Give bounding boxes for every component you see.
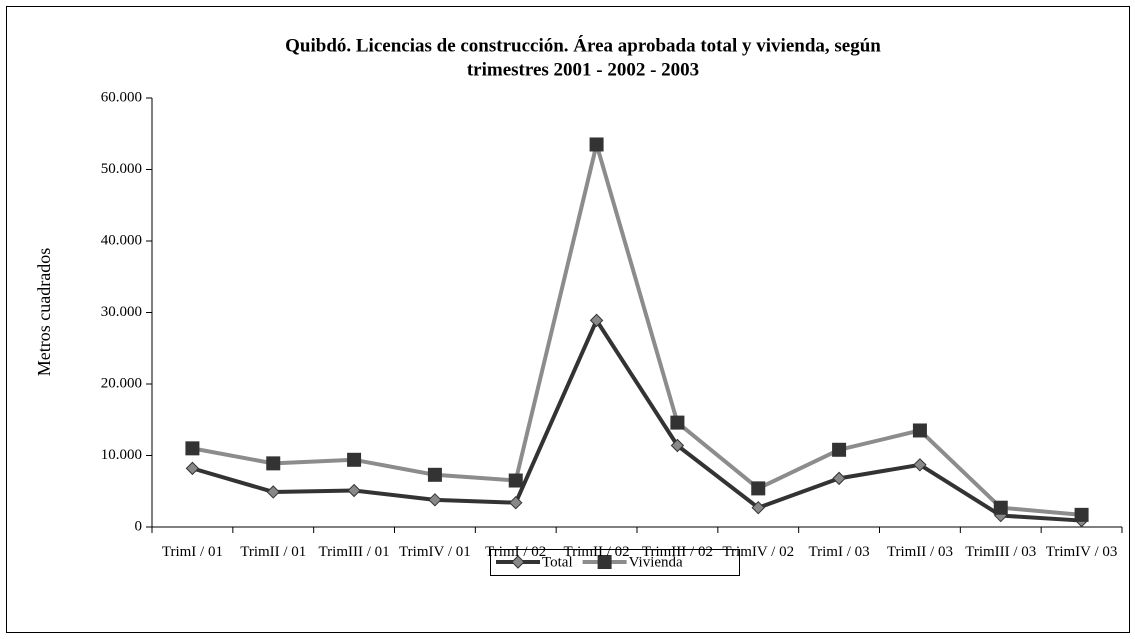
y-tick-label: 20.000 [101, 375, 142, 391]
legend-label: Vivienda [629, 554, 683, 570]
x-tick-label: TrimIV / 03 [1045, 544, 1118, 560]
series-line [191, 318, 1082, 523]
marker [428, 493, 442, 507]
y-axis-label: Metros cuadrados [34, 248, 54, 376]
chart-frame [6, 6, 1130, 633]
series-line [192, 142, 1082, 517]
marker [670, 438, 685, 453]
marker [832, 471, 846, 486]
marker [1074, 507, 1089, 522]
marker [508, 473, 523, 488]
x-tick-label: TrimIII / 03 [965, 544, 1037, 560]
x-tick-label: TrimIV / 01 [399, 544, 471, 560]
marker [993, 500, 1008, 515]
y-tick-label: 50.000 [101, 161, 142, 177]
marker [266, 485, 280, 499]
marker [347, 483, 361, 498]
x-tick-label: TrimII / 01 [240, 544, 307, 560]
chart-title: trimestres 2001 - 2002 - 2003 [467, 59, 699, 80]
marker [347, 452, 362, 467]
marker [913, 458, 927, 472]
y-tick-label: 10.000 [101, 447, 142, 463]
marker [589, 137, 604, 152]
marker [427, 467, 442, 482]
x-tick-label: TrimII / 02 [563, 544, 630, 560]
y-tick-label: 40.000 [101, 232, 142, 248]
x-tick-label: TrimI / 02 [485, 544, 547, 560]
marker [912, 423, 927, 438]
marker [266, 456, 281, 471]
legend-label: Total [542, 554, 573, 570]
x-tick-label: TrimI / 01 [161, 544, 223, 560]
x-tick-label: TrimII / 03 [886, 544, 953, 560]
marker [511, 555, 525, 569]
x-tick-label: TrimIII / 01 [318, 544, 390, 560]
y-tick-label: 60.000 [101, 89, 142, 105]
marker [751, 481, 766, 496]
x-tick-label: TrimIII / 02 [641, 544, 713, 560]
y-tick-label: 30.000 [101, 304, 142, 320]
y-tick-label: 0 [135, 518, 143, 534]
marker [832, 442, 847, 457]
chart-title: Quibdó. Licencias de construcción. Área … [285, 34, 881, 56]
marker [589, 313, 604, 328]
x-tick-label: TrimIV / 02 [722, 544, 795, 560]
marker [597, 555, 612, 569]
marker [509, 495, 523, 510]
marker [670, 415, 685, 430]
marker [751, 500, 765, 515]
marker [185, 461, 200, 476]
x-tick-label: TrimI / 03 [808, 544, 870, 560]
marker [185, 441, 200, 456]
